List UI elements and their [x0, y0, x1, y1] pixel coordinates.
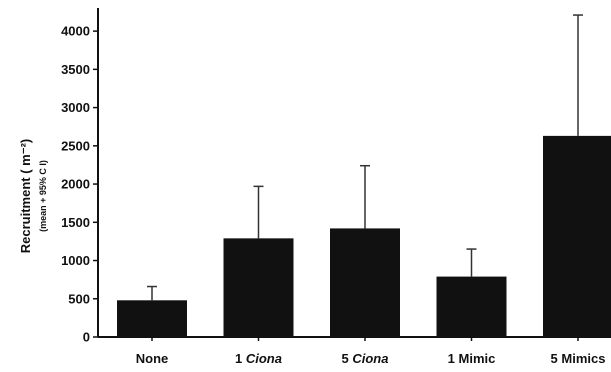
bars-layer [117, 14, 611, 337]
bar [223, 238, 294, 337]
y-tick-label: 0 [83, 330, 90, 345]
y-tick-label: 4000 [61, 24, 90, 39]
axes-layer [93, 8, 611, 341]
x-tick-label: None [136, 351, 169, 366]
y-tick-label: 3000 [61, 100, 90, 115]
y-tick-label: 2500 [61, 138, 90, 153]
y-axis-sublabel: (mean + 95% C I) [38, 160, 48, 232]
x-tick-label: 5 Mimics [551, 351, 606, 366]
labels-layer: 0 500 1000 1500 2000 2500 3000 3500 4000 None 1 Ci… [61, 24, 605, 366]
bar [117, 300, 187, 337]
bar [436, 276, 507, 337]
y-tick-label: 1500 [61, 215, 90, 230]
bar [330, 228, 400, 337]
x-tick-label: 1 Mimic [448, 351, 496, 366]
y-tick-label: 1000 [61, 253, 90, 268]
y-axis-label: Recruitment ( m⁻²) [18, 139, 33, 253]
bar [543, 135, 611, 337]
y-tick-label: 3500 [61, 62, 90, 77]
x-tick-label: 5 Ciona [342, 351, 389, 366]
y-tick-label: 2000 [61, 177, 90, 192]
y-tick-label: 500 [68, 291, 90, 306]
x-tick-label: 1 Ciona [235, 351, 282, 366]
